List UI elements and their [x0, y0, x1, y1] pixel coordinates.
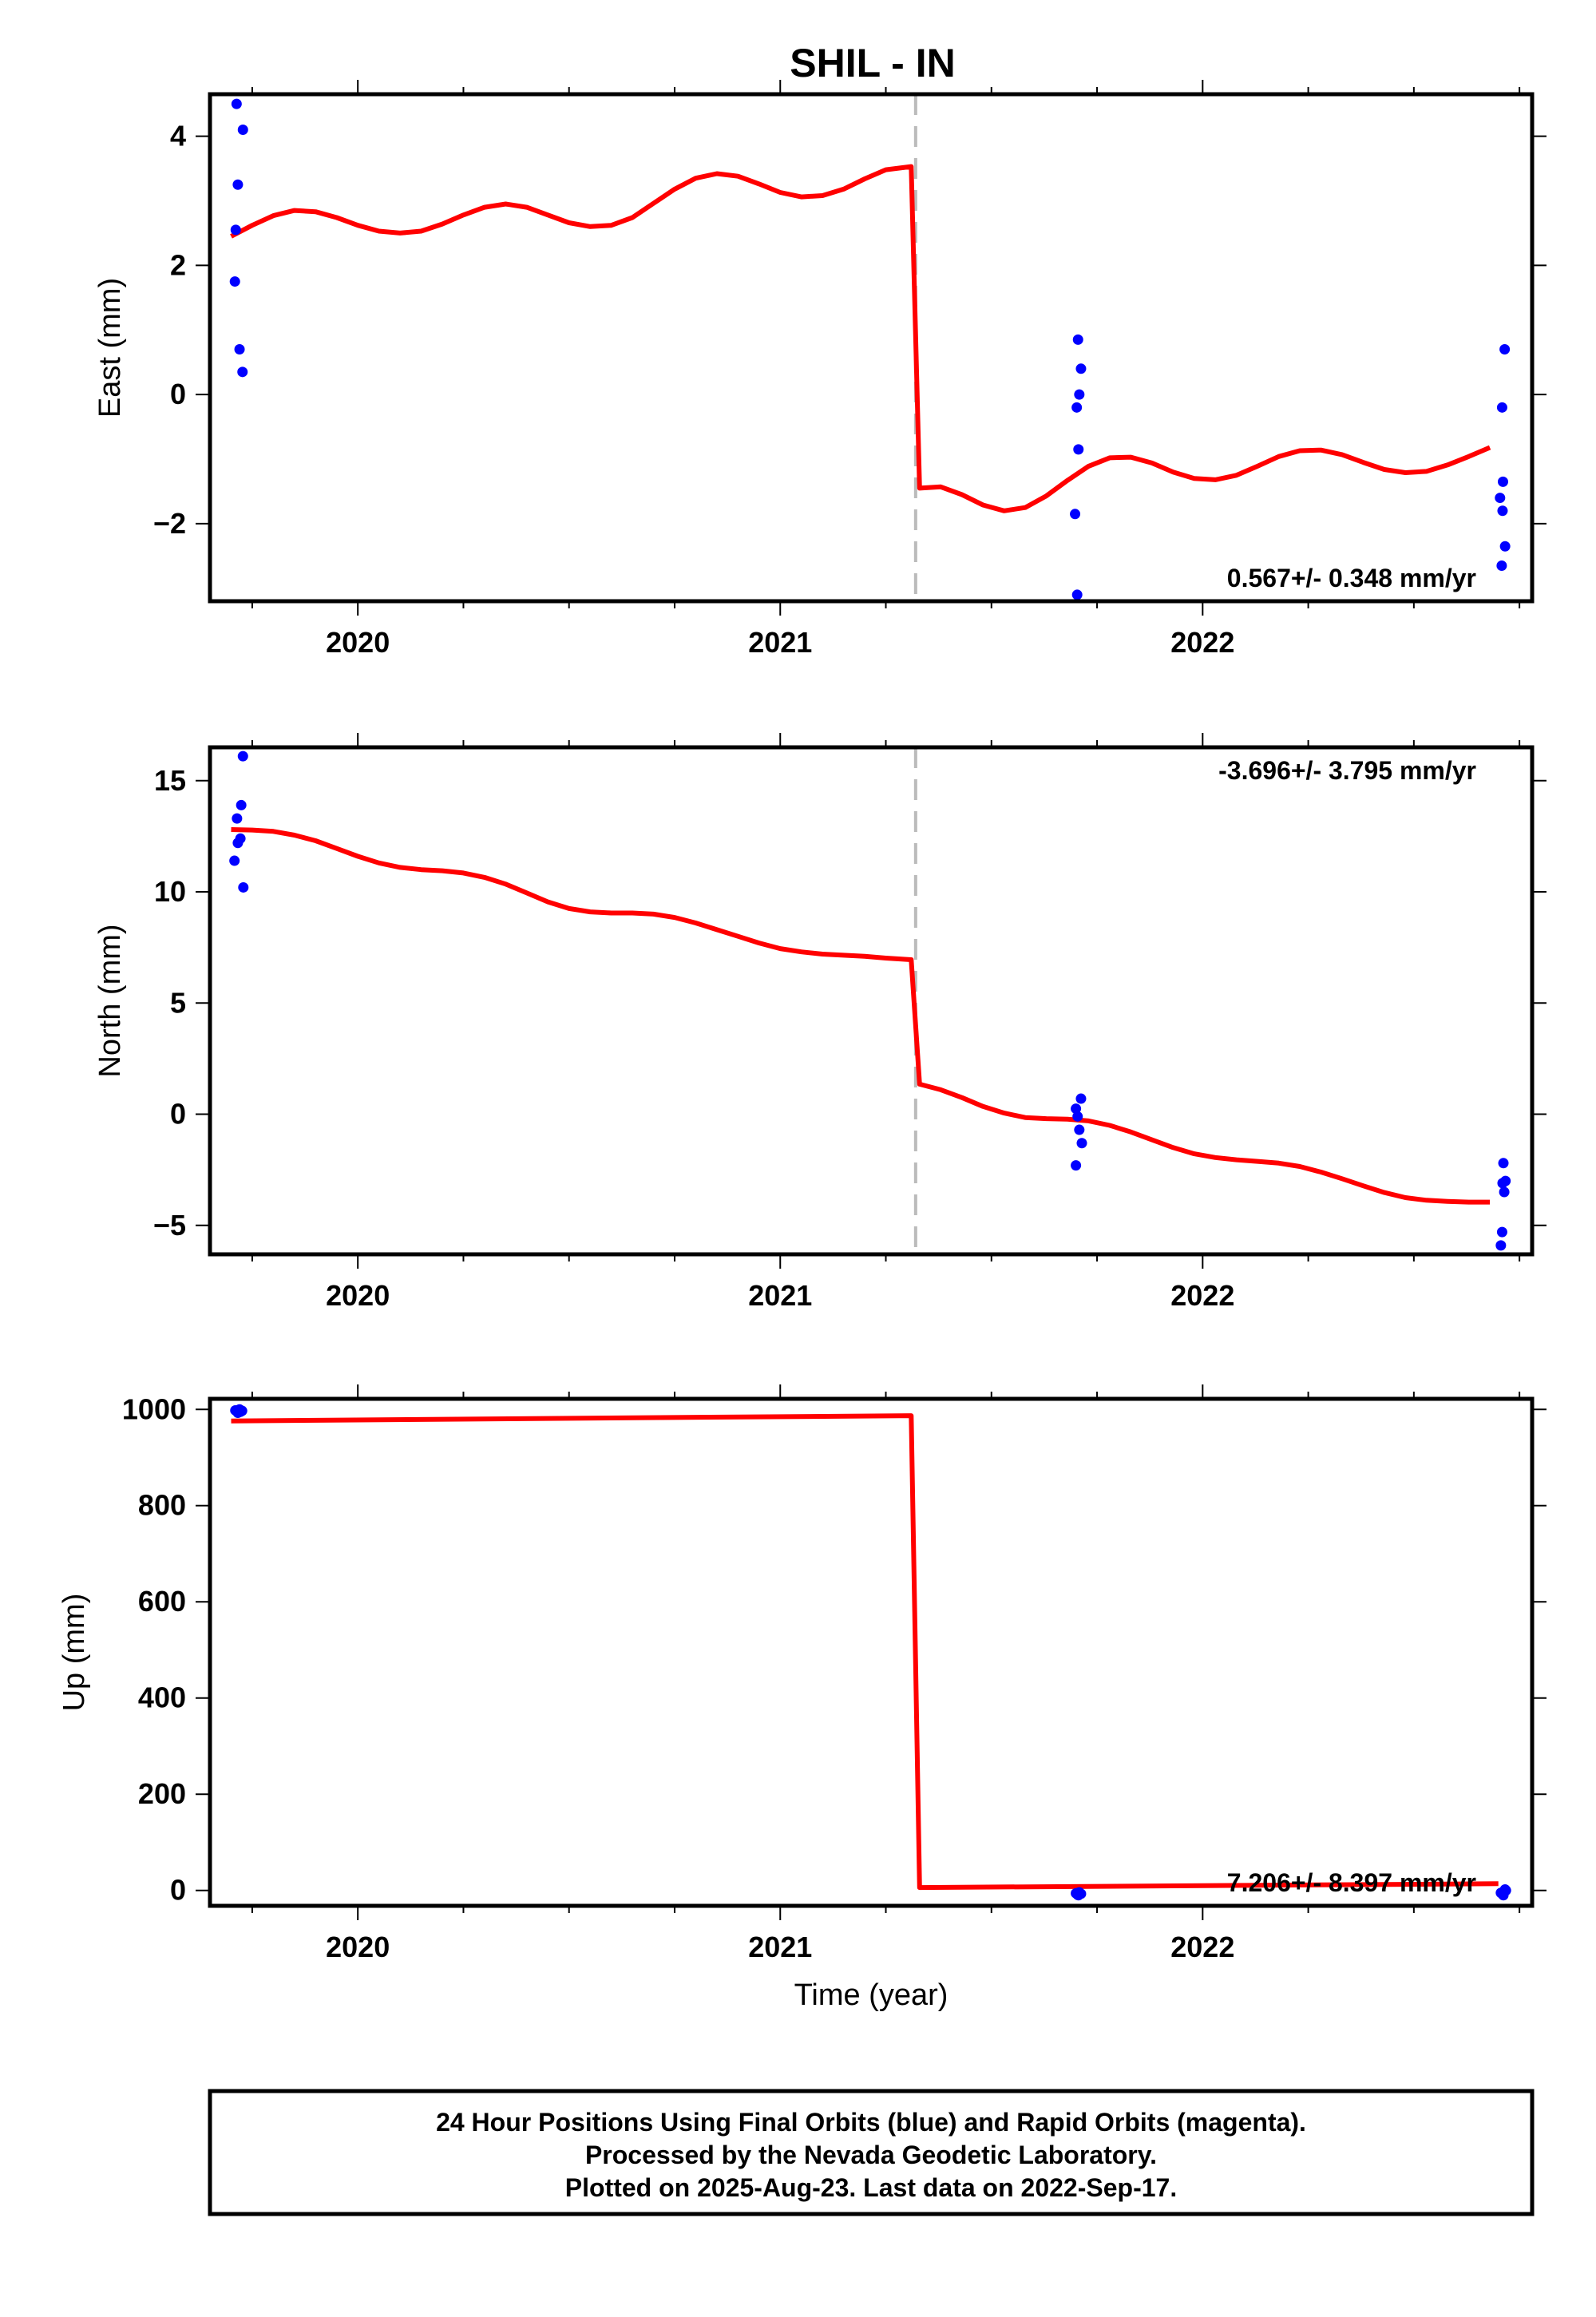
east-data-point: [237, 366, 248, 378]
north-data-point: [1498, 1158, 1509, 1169]
east-panel: 2020 2021 2022 −2 0 2 4 East (mm) 0.567+/- 0.348…: [93, 80, 1546, 659]
east-data-point: [1070, 509, 1081, 520]
north-frame: [208, 745, 1535, 1257]
up-x-tick-label: 2020: [326, 1931, 390, 1963]
north-y-tick-label: 10: [154, 875, 186, 908]
up-plot-area: [230, 1404, 1511, 1901]
east-x-tick-label: 2022: [1170, 626, 1234, 659]
north-data-point: [1075, 1093, 1087, 1104]
footer-line-3: Plotted on 2025-Aug-23. Last data on 202…: [565, 2173, 1177, 2202]
north-y-tick-label: 15: [154, 764, 186, 797]
up-model-line: [231, 1413, 1499, 1891]
east-data-point: [229, 276, 240, 287]
east-y-tick-label: 0: [170, 378, 186, 410]
east-data-point: [1496, 402, 1507, 413]
north-y-axis-label: North (mm): [93, 924, 127, 1077]
up-x-tick-label: 2022: [1170, 1931, 1234, 1963]
north-y-tick-label: −5: [153, 1209, 186, 1242]
north-rate-label: -3.696+/- 3.795 mm/yr: [1218, 756, 1476, 785]
north-data-point: [1496, 1226, 1507, 1238]
north-data-point: [229, 855, 240, 866]
north-panel: 2020 2021 2022 −5 0 5 10 15 North (mm) -3.696+/- …: [93, 733, 1546, 1312]
east-data-point: [1074, 389, 1085, 400]
east-frame: [208, 92, 1535, 604]
east-plot-area: [229, 94, 1511, 601]
up-y-tick-label: 800: [138, 1489, 186, 1522]
east-x-tick-label: 2021: [748, 626, 812, 659]
north-data-point: [1071, 1160, 1082, 1171]
north-data-point: [238, 881, 249, 893]
up-y-tick-label: 1000: [122, 1392, 186, 1425]
up-rate-label: 7.206+/- 8.397 mm/yr: [1227, 1868, 1476, 1897]
east-data-point: [230, 224, 241, 236]
up-frame: [208, 1396, 1535, 1908]
north-y-tick-label: 0: [170, 1098, 186, 1131]
north-data-point: [1076, 1138, 1087, 1149]
up-y-tick-label: 200: [138, 1777, 186, 1810]
footer-box: 24 Hour Positions Using Final Orbits (bl…: [208, 2089, 1535, 2216]
east-data-point: [1497, 505, 1508, 517]
east-y-tick-label: 4: [170, 120, 186, 152]
east-data-point: [1495, 493, 1506, 504]
north-x-tick-label: 2021: [748, 1279, 812, 1312]
up-y-tick-label: 600: [138, 1585, 186, 1618]
east-data-point: [231, 98, 242, 109]
north-data-point: [1495, 1240, 1507, 1251]
footer-frame: [208, 2089, 1535, 2216]
east-data-point: [1071, 402, 1083, 413]
north-data-point: [1074, 1124, 1085, 1135]
east-data-point: [1499, 344, 1511, 355]
east-data-point: [232, 179, 244, 190]
east-model-line: [230, 164, 1491, 513]
north-data-point: [232, 813, 243, 824]
north-data-point: [236, 799, 247, 810]
footer-line-2: Processed by the Nevada Geodetic Laborat…: [585, 2141, 1157, 2169]
east-data-point: [1072, 334, 1083, 345]
up-data-point: [234, 1404, 245, 1415]
north-data-point: [1499, 1186, 1510, 1198]
up-panel: 2020 2021 2022 0 200 400 600 800 1000 Up (mm) Time…: [57, 1384, 1546, 2012]
up-data-point: [1073, 1890, 1084, 1901]
east-data-point: [1071, 589, 1083, 600]
north-data-point: [1497, 1178, 1508, 1189]
up-x-tick-label: 2021: [748, 1931, 812, 1963]
east-y-tick-label: −2: [153, 507, 186, 540]
east-y-tick-label: 2: [170, 248, 186, 281]
up-y-tick-label: 0: [170, 1874, 186, 1907]
east-data-point: [1499, 541, 1511, 552]
east-data-point: [1073, 444, 1084, 455]
north-data-point: [232, 838, 244, 849]
north-y-tick-label: 5: [170, 986, 186, 1019]
east-data-point: [234, 344, 245, 355]
figure-title: SHIL - IN: [790, 41, 955, 85]
east-data-point: [1496, 560, 1507, 572]
east-data-point: [1075, 363, 1087, 374]
north-data-point: [1072, 1111, 1083, 1122]
north-model-line: [231, 827, 1491, 1205]
east-x-tick-label: 2020: [326, 626, 390, 659]
up-y-tick-label: 400: [138, 1681, 186, 1714]
north-data-point: [1071, 1103, 1082, 1115]
panels: 2020 2021 2022 −2 0 2 4 East (mm) 0.567+/- 0.348…: [57, 80, 1546, 2012]
footer-line-1: 24 Hour Positions Using Final Orbits (bl…: [436, 2108, 1306, 2137]
east-y-axis-label: East (mm): [93, 278, 127, 418]
north-data-point: [237, 751, 248, 762]
north-x-tick-label: 2020: [326, 1279, 390, 1312]
up-x-axis-label: Time (year): [794, 1978, 948, 2012]
east-data-point: [1497, 476, 1508, 487]
east-rate-label: 0.567+/- 0.348 mm/yr: [1227, 564, 1476, 592]
up-y-axis-label: Up (mm): [57, 1594, 91, 1712]
north-x-tick-label: 2022: [1170, 1279, 1234, 1312]
north-plot-area: [229, 747, 1511, 1254]
east-data-point: [237, 124, 248, 135]
up-data-point: [1499, 1884, 1511, 1895]
